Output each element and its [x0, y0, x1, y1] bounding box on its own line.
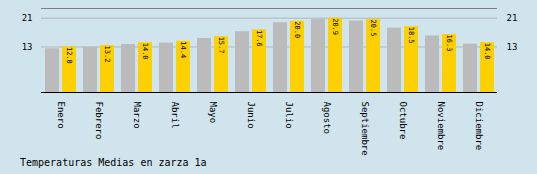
svg-text:Diciembre: Diciembre: [474, 102, 484, 151]
svg-text:Enero: Enero: [56, 102, 66, 129]
svg-text:13: 13: [507, 42, 518, 52]
svg-text:13: 13: [22, 42, 33, 52]
svg-text:14.0: 14.0: [483, 43, 491, 60]
svg-text:20.5: 20.5: [369, 20, 377, 37]
svg-text:Septiembre: Septiembre: [360, 102, 370, 156]
svg-text:15.7: 15.7: [217, 37, 225, 54]
svg-text:20.0: 20.0: [293, 21, 301, 38]
svg-text:21: 21: [507, 13, 518, 23]
svg-text:14.4: 14.4: [179, 41, 187, 58]
svg-text:14.0: 14.0: [141, 43, 149, 60]
svg-text:13.2: 13.2: [103, 46, 111, 63]
svg-text:16.3: 16.3: [445, 35, 453, 52]
svg-text:Julio: Julio: [284, 102, 294, 129]
svg-text:Febrero: Febrero: [94, 102, 104, 140]
svg-text:20.9: 20.9: [331, 18, 339, 35]
svg-text:12.8: 12.8: [65, 47, 73, 64]
svg-text:17.6: 17.6: [255, 30, 263, 47]
svg-text:Marzo: Marzo: [132, 102, 142, 129]
svg-text:21: 21: [22, 13, 33, 23]
svg-text:Abril: Abril: [170, 102, 180, 129]
html-text:Temperaturas Medias en zarza 1: Temperaturas Medias en zarza 1a: [20, 157, 207, 168]
svg-text:Mayo: Mayo: [208, 102, 218, 124]
svg-text:Agosto: Agosto: [322, 102, 332, 135]
svg-text:Junio: Junio: [246, 102, 256, 129]
svg-text:Noviembre: Noviembre: [436, 102, 446, 151]
svg-text:Octubre: Octubre: [398, 102, 408, 140]
svg-text:18.5: 18.5: [407, 27, 415, 44]
